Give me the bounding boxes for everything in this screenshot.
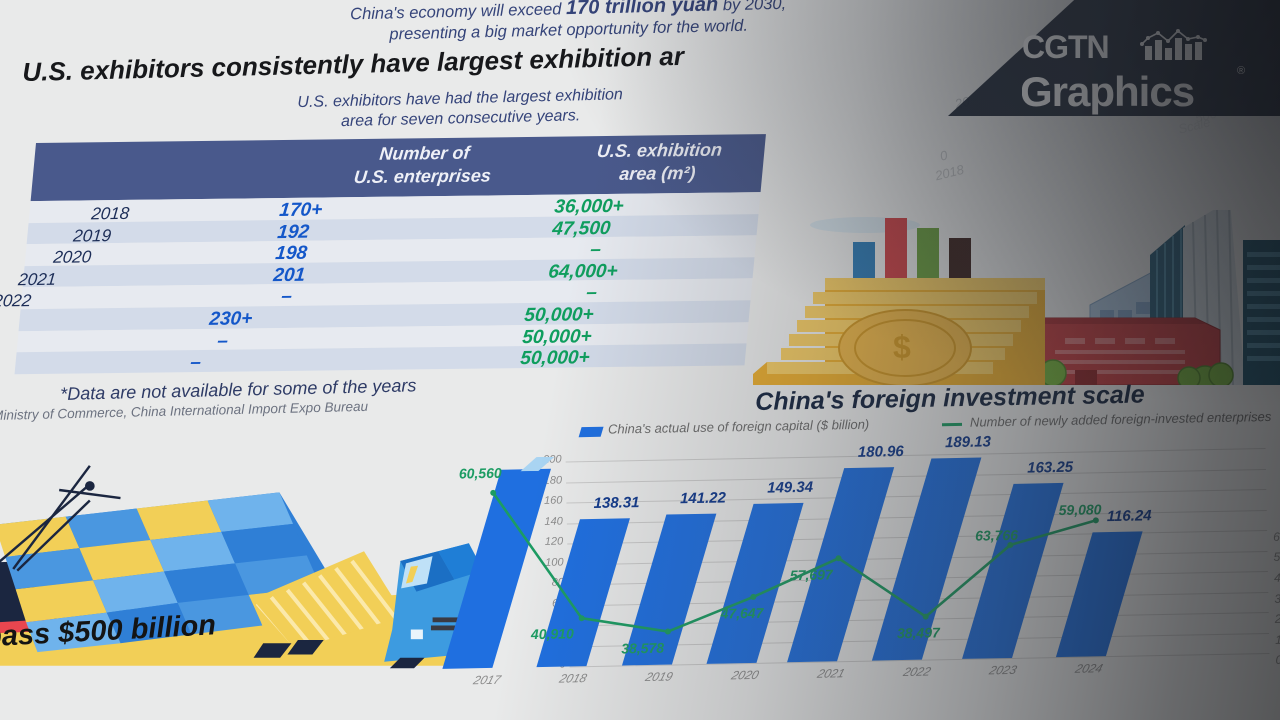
svg-text:CGTN: CGTN bbox=[1022, 29, 1109, 65]
svg-text:Graphics: Graphics bbox=[1022, 68, 1194, 115]
svg-text:®: ® bbox=[1237, 65, 1245, 77]
svg-text:$: $ bbox=[893, 329, 911, 365]
